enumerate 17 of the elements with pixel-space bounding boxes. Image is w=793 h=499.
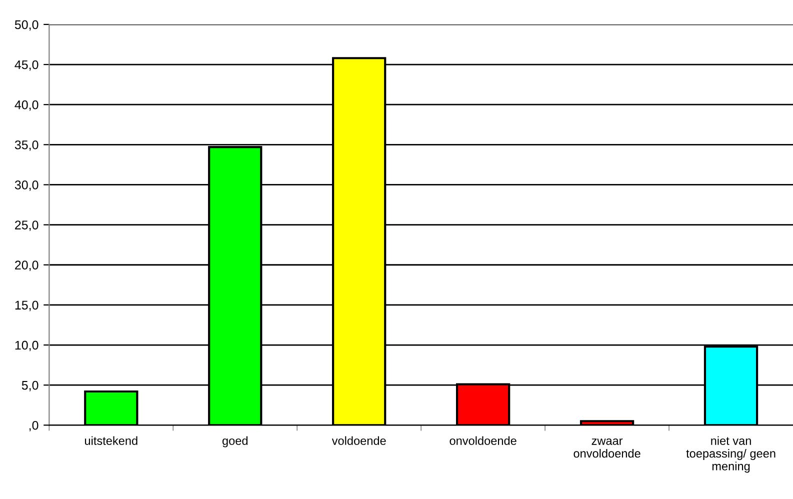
y-tick-label: 20,0 [15, 260, 38, 271]
y-tick-label: 45,0 [14, 60, 38, 71]
y-tick-label: 50,0 [14, 20, 38, 31]
y-tick-label: ,0 [29, 420, 38, 432]
y-tick-label: 30,0 [14, 180, 38, 191]
y-tick-label: 35,0 [14, 140, 38, 151]
y-tick-label: 40,0 [14, 100, 38, 111]
y-tick-label: 5,0 [22, 380, 38, 392]
y-tick-label: 15,0 [15, 300, 38, 312]
x-tick-label: goed [222, 436, 248, 448]
y-tick-label: 10,0 [15, 340, 38, 352]
x-tick-label: uitstekend [85, 436, 138, 445]
x-tick-label: voldoende [332, 436, 386, 445]
y-tick-label: 25,0 [15, 220, 38, 231]
x-tick-label: niet van toepassing/ geen mening [686, 436, 776, 473]
x-tick-label: onvoldoende [450, 436, 516, 445]
x-tick-label: zwaar onvoldoende [574, 438, 640, 458]
